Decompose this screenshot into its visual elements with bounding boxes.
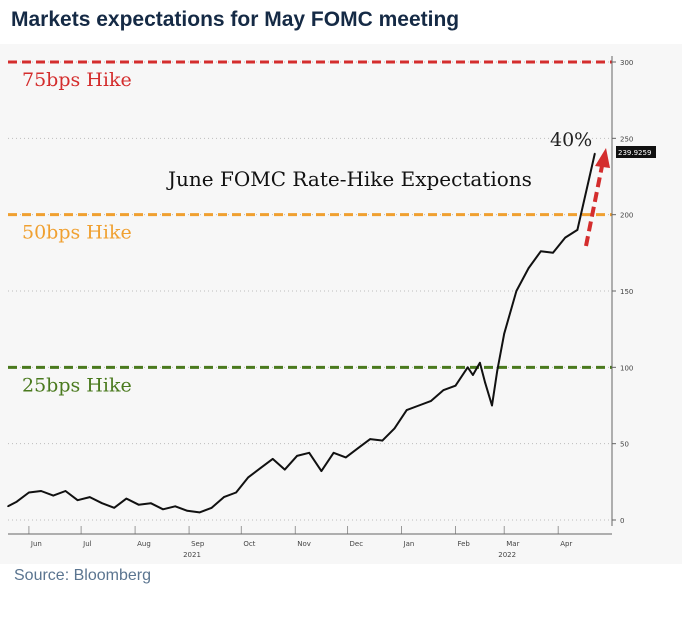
data-point <box>210 507 213 509</box>
x-tick-label: Sep <box>191 540 205 548</box>
data-point <box>64 490 67 492</box>
data-point <box>430 400 432 402</box>
x-tick-label: Feb <box>457 540 470 548</box>
last-value-label: 239.9259 <box>616 146 656 158</box>
data-point <box>527 267 530 269</box>
data-point <box>186 510 189 512</box>
chart-background <box>0 44 682 564</box>
data-point <box>442 389 445 392</box>
reference-label: 25bps Hike <box>22 374 132 396</box>
data-point <box>15 500 18 503</box>
data-point <box>491 404 493 407</box>
x-tick-label: Apr <box>560 540 572 548</box>
data-point <box>308 452 311 454</box>
percent-annotation: 40% <box>550 129 592 151</box>
page-title: Markets expectations for May FOMC meetin… <box>11 8 460 31</box>
data-point <box>259 467 262 469</box>
data-point <box>540 250 542 253</box>
y-tick-label: 100 <box>620 364 633 372</box>
data-point <box>332 452 335 454</box>
data-point <box>162 508 164 511</box>
data-point <box>76 499 79 502</box>
x-tick-label: Jan <box>403 540 415 548</box>
data-point <box>454 384 457 387</box>
reference-label: 50bps Hike <box>22 222 132 244</box>
data-point <box>174 505 176 508</box>
data-point <box>588 175 591 178</box>
data-point <box>40 490 42 492</box>
data-point <box>381 439 384 442</box>
x-tick-label: Mar <box>506 540 519 548</box>
data-point <box>296 455 298 457</box>
data-point <box>198 511 201 514</box>
data-point <box>594 152 596 155</box>
y-tick-label: 150 <box>620 288 633 296</box>
data-point <box>247 476 250 479</box>
data-point <box>235 491 237 494</box>
data-point <box>552 252 554 254</box>
data-point <box>484 381 486 384</box>
x-tick-label: Jul <box>82 540 92 548</box>
y-tick-label: 0 <box>620 517 624 525</box>
reference-label: 75bps Hike <box>22 69 132 91</box>
data-point <box>564 236 566 239</box>
data-point <box>393 427 396 430</box>
data-point <box>101 502 103 505</box>
data-point <box>89 496 91 498</box>
data-point <box>7 505 9 508</box>
data-point <box>125 497 128 500</box>
axes-layer: 0 50 100 150 200 250 300 Jun Jul Aug Sep Oct Nov Dec J… <box>8 56 633 559</box>
data-point <box>576 229 579 231</box>
x-tick-label: Oct <box>243 540 255 548</box>
data-point <box>28 491 30 494</box>
x-tick-label: Dec <box>350 540 364 548</box>
data-point <box>137 503 140 506</box>
x-year-label: 2022 <box>498 551 516 559</box>
data-point <box>466 366 469 369</box>
data-point <box>345 456 347 459</box>
data-point <box>472 374 474 376</box>
data-point <box>496 369 499 372</box>
red-arrow <box>584 148 610 247</box>
x-tick-label: Jun <box>30 540 42 548</box>
series-layer <box>7 152 596 514</box>
y-tick-label: 300 <box>620 59 633 67</box>
y-tick-label: 50 <box>620 441 629 449</box>
y-tick-label: 250 <box>620 135 633 143</box>
y-tick-label: 200 <box>620 212 633 220</box>
data-point <box>405 409 408 411</box>
chart-title: June FOMC Rate-Hike Expectations <box>166 167 532 191</box>
source-note: Source: Bloomberg <box>14 567 151 584</box>
data-point <box>479 362 481 364</box>
svg-text:239.9259: 239.9259 <box>618 149 651 157</box>
data-point <box>52 494 55 497</box>
data-point <box>357 447 359 450</box>
data-point <box>271 458 274 460</box>
data-point <box>369 438 372 440</box>
x-tick-label: Aug <box>137 540 151 548</box>
data-point <box>223 496 225 498</box>
x-year-label: 2021 <box>183 551 201 559</box>
data-point <box>284 468 286 471</box>
x-tick-label: Nov <box>297 540 311 548</box>
reference-lines: 75bps Hike 50bps Hike 25bps Hike <box>8 60 612 396</box>
data-point <box>320 470 323 472</box>
data-point <box>503 332 506 335</box>
data-point <box>418 404 420 407</box>
data-point <box>150 502 152 505</box>
data-point <box>515 290 518 292</box>
data-point <box>113 507 115 509</box>
